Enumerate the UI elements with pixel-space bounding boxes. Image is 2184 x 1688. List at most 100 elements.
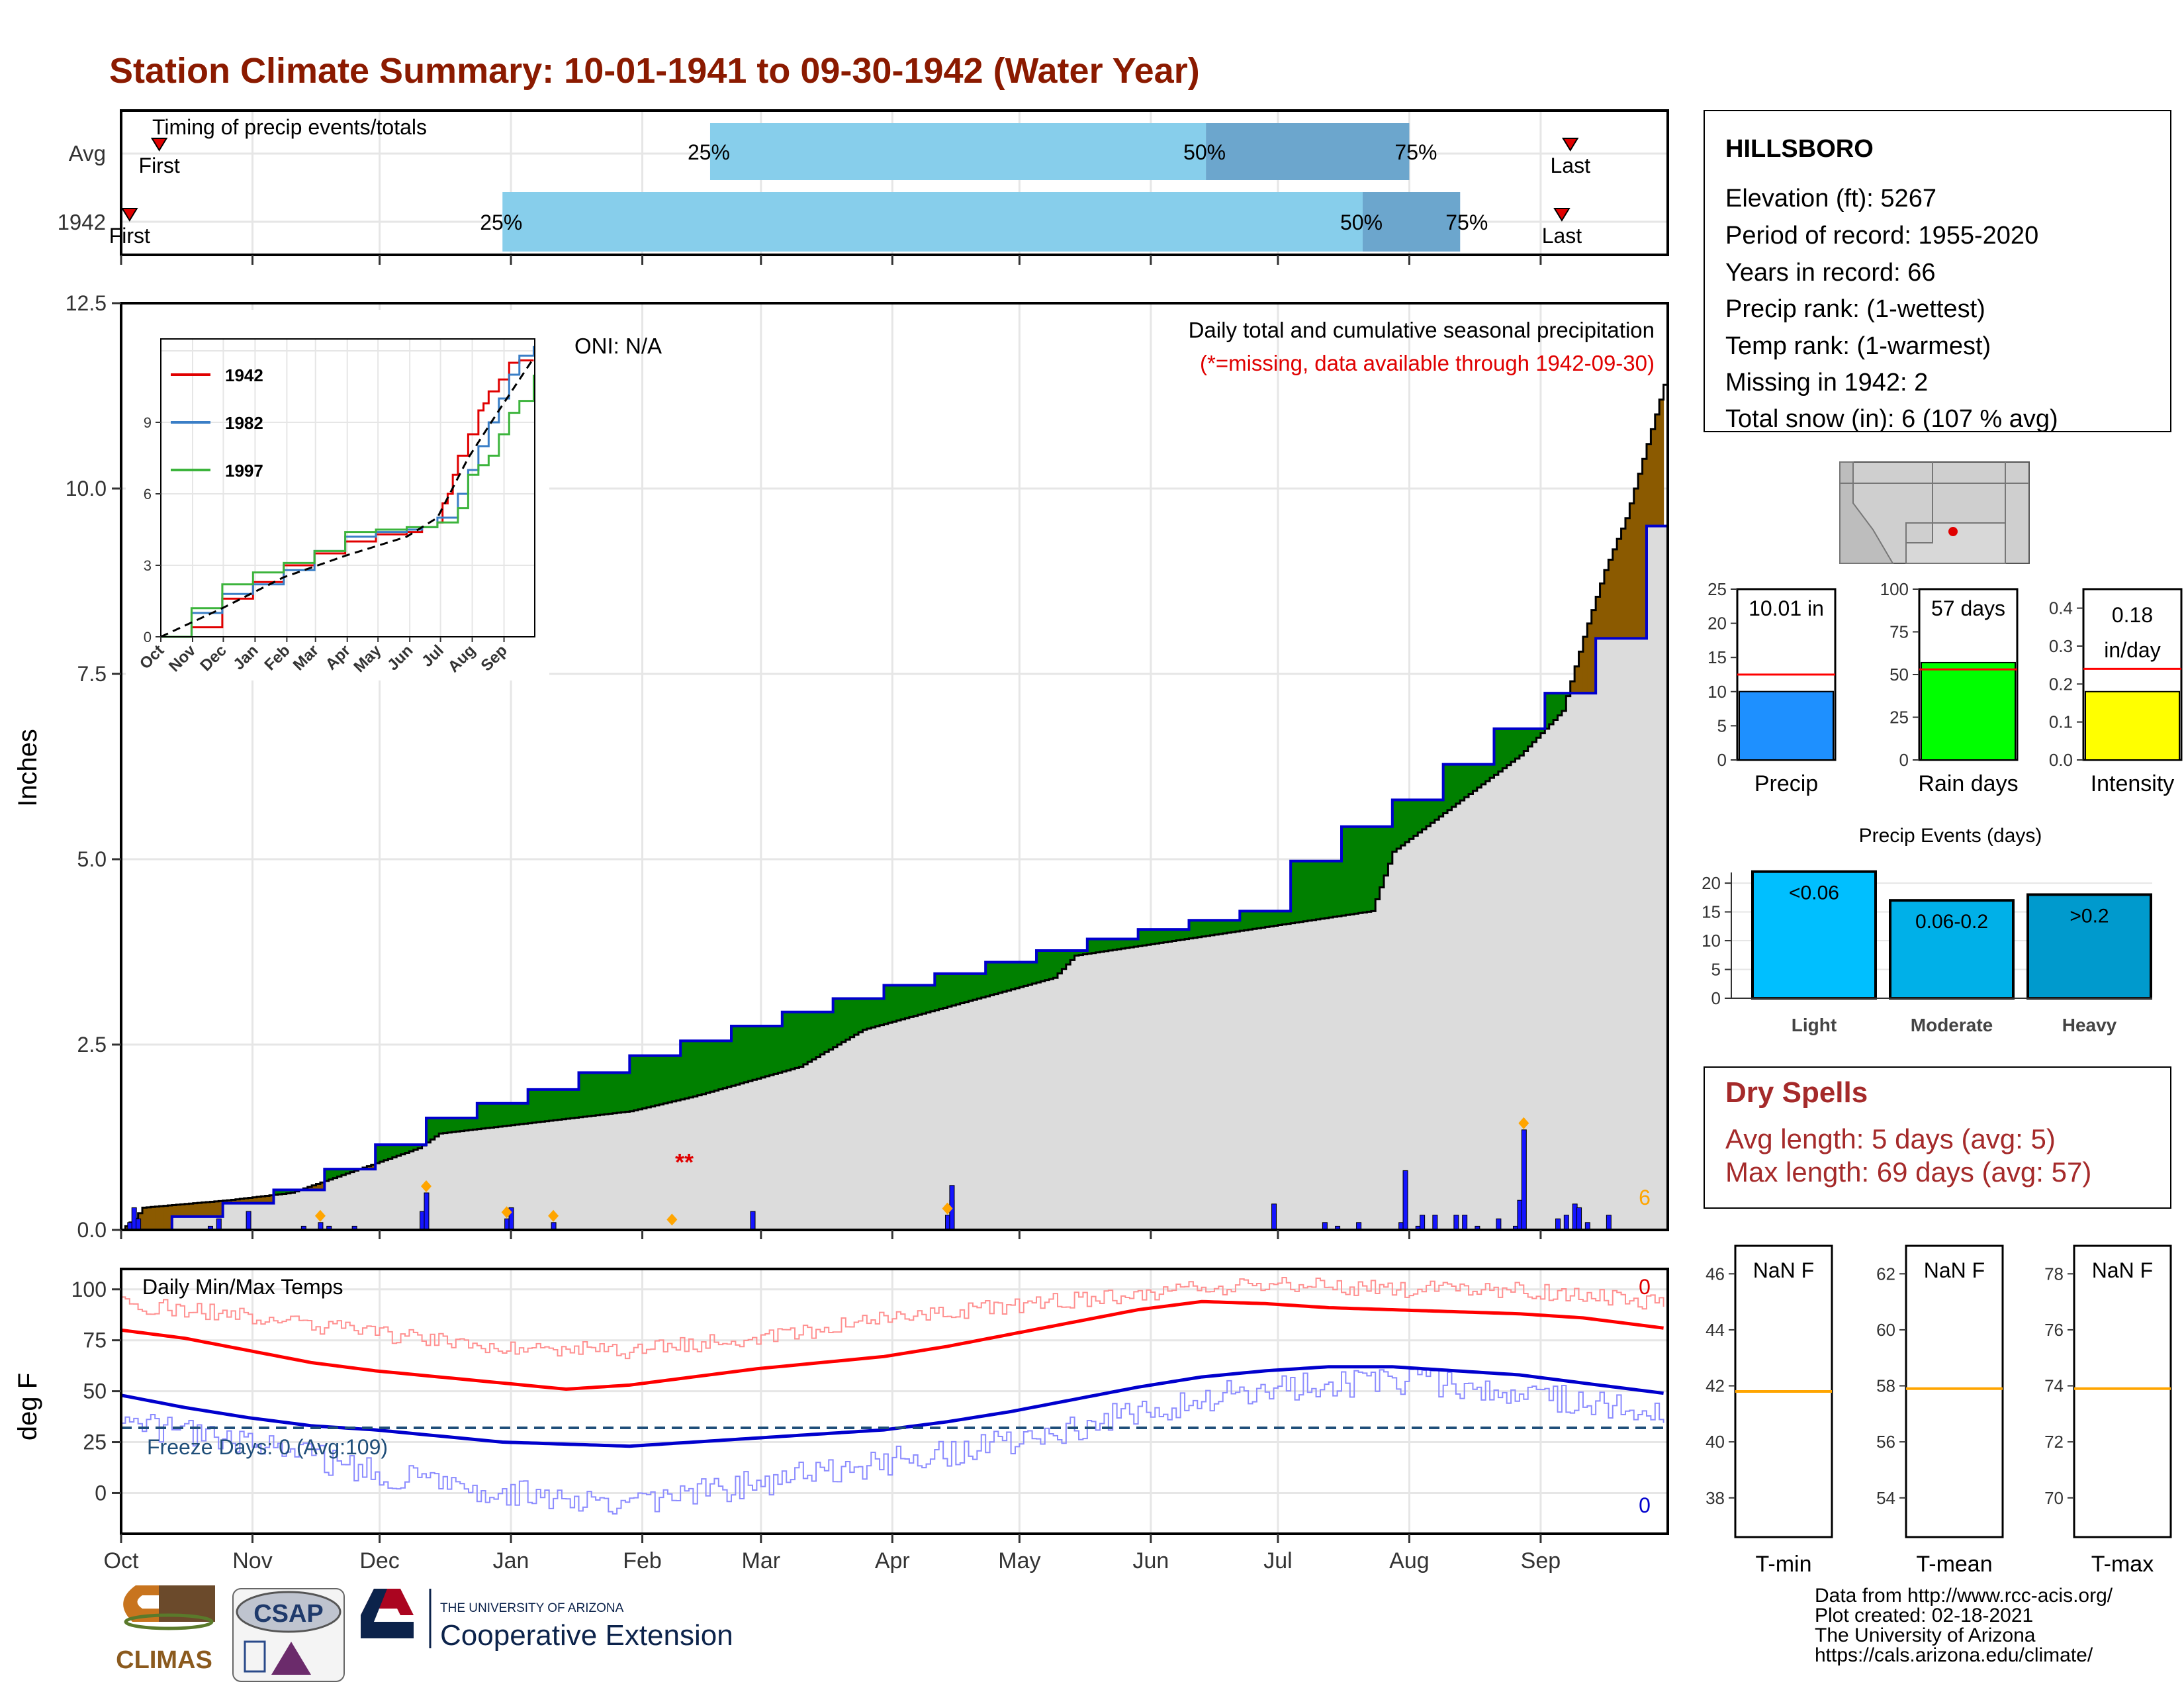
t-max-value: NaN F bbox=[2092, 1258, 2153, 1282]
difference-band bbox=[951, 973, 956, 1006]
footer: CLIMAS CSAP THE UNIVERSITY OF ARIZONA Co… bbox=[116, 1585, 2113, 1682]
difference-band bbox=[723, 1041, 728, 1088]
difference-band bbox=[1256, 911, 1261, 929]
difference-band bbox=[600, 1072, 605, 1115]
difference-band bbox=[430, 1117, 435, 1140]
precip-ytick-label-3: 15 bbox=[1707, 647, 1727, 667]
difference-band bbox=[744, 1026, 749, 1082]
difference-band bbox=[858, 998, 864, 1033]
difference-band bbox=[566, 1089, 571, 1119]
difference-band bbox=[506, 1103, 512, 1126]
difference-band bbox=[1536, 728, 1541, 738]
station-period: Period of record: 1955-2020 bbox=[1725, 222, 2038, 250]
difference-band bbox=[1167, 929, 1173, 942]
temp-yticks: 0 25 50 75 100 bbox=[71, 1278, 121, 1505]
difference-band bbox=[167, 1205, 173, 1230]
difference-band bbox=[494, 1103, 499, 1127]
difference-band bbox=[477, 1103, 482, 1129]
difference-band bbox=[892, 985, 897, 1022]
difference-band bbox=[333, 1169, 338, 1178]
difference-band bbox=[917, 985, 923, 1015]
difference-band bbox=[557, 1089, 563, 1120]
difference-band bbox=[277, 1190, 283, 1195]
difference-band bbox=[1070, 950, 1075, 961]
difference-band bbox=[731, 1026, 736, 1086]
difference-band bbox=[511, 1103, 516, 1125]
difference-band bbox=[871, 998, 876, 1028]
difference-band bbox=[1307, 861, 1312, 921]
daily-precip-bar bbox=[246, 1211, 251, 1231]
difference-band bbox=[884, 985, 889, 1024]
difference-band bbox=[1087, 939, 1092, 954]
difference-band bbox=[481, 1103, 486, 1129]
ua-big-text: Cooperative Extension bbox=[440, 1619, 733, 1652]
difference-band bbox=[896, 985, 901, 1021]
inset-ytick-label-1: 3 bbox=[144, 557, 152, 574]
difference-band bbox=[1273, 911, 1279, 926]
difference-band bbox=[1596, 596, 1601, 639]
climas-logo: CLIMAS bbox=[116, 1585, 215, 1674]
last-marker-icon-avg bbox=[1561, 138, 1579, 152]
difference-band bbox=[316, 1184, 321, 1190]
difference-band bbox=[782, 1011, 787, 1072]
rain-days-label: Rain days bbox=[1918, 771, 2018, 796]
t-max-box bbox=[2073, 1244, 2172, 1538]
snow-marker-icon bbox=[942, 1202, 953, 1215]
difference-band bbox=[409, 1145, 414, 1152]
difference-band bbox=[887, 985, 893, 1023]
ua-a-left bbox=[361, 1589, 387, 1622]
difference-band bbox=[227, 1200, 232, 1203]
difference-band bbox=[702, 1041, 707, 1094]
precip-ytick-label-2: 5.0 bbox=[77, 847, 107, 871]
difference-band bbox=[1617, 539, 1622, 639]
difference-band bbox=[269, 1195, 275, 1203]
difference-band bbox=[938, 973, 944, 1009]
difference-band bbox=[155, 1206, 160, 1230]
difference-band bbox=[404, 1145, 410, 1153]
difference-band bbox=[1396, 800, 1402, 849]
difference-band bbox=[214, 1201, 219, 1217]
difference-band bbox=[617, 1072, 622, 1113]
inset-line-1997 bbox=[161, 375, 535, 638]
t-min-label: T-min bbox=[1756, 1552, 1812, 1577]
avg-tmax-line bbox=[120, 1299, 1664, 1391]
difference-band bbox=[392, 1145, 397, 1158]
precip-note: (*=missing, data available through 1942-… bbox=[1200, 351, 1655, 375]
difference-band bbox=[621, 1072, 626, 1113]
difference-band bbox=[1320, 861, 1325, 919]
difference-band bbox=[1295, 861, 1300, 923]
difference-band bbox=[1621, 528, 1626, 639]
daily-precip-bar bbox=[1576, 1207, 1582, 1231]
timing-label-25-1942: 25% bbox=[480, 211, 522, 234]
precip-yticks: 0.0 2.5 5.0 7.5 10.0 12.5 bbox=[66, 291, 121, 1242]
difference-band bbox=[837, 998, 842, 1045]
difference-band bbox=[1490, 764, 1495, 778]
difference-band bbox=[922, 985, 927, 1014]
difference-band bbox=[498, 1103, 503, 1127]
difference-band bbox=[490, 1103, 495, 1128]
difference-band bbox=[1439, 800, 1444, 817]
difference-band bbox=[561, 1089, 567, 1119]
legend-label-1942: 1942 bbox=[225, 365, 263, 385]
difference-band bbox=[379, 1145, 385, 1162]
difference-band bbox=[646, 1055, 651, 1107]
difference-band bbox=[1574, 666, 1580, 694]
difference-band bbox=[875, 998, 880, 1027]
difference-band bbox=[985, 962, 991, 997]
intensity-bar bbox=[2085, 690, 2180, 761]
daily-precip-bar bbox=[1271, 1203, 1277, 1231]
difference-band bbox=[1451, 764, 1457, 807]
daily-precip-bar bbox=[1420, 1215, 1426, 1231]
mountain-icon bbox=[271, 1642, 311, 1675]
difference-band bbox=[1485, 764, 1490, 782]
last-label-avg: Last bbox=[1550, 154, 1590, 177]
events-ytick-label-2: 10 bbox=[1702, 931, 1721, 951]
snow-marker-icon bbox=[1518, 1117, 1529, 1129]
difference-band bbox=[1392, 800, 1397, 852]
station-years: Years in record: 66 bbox=[1725, 259, 1936, 287]
temperature-boxes: 38 40 42 44 46 NaN F T-min 54 56 58 60 62 NaN F T-mea… bbox=[1706, 1244, 2172, 1577]
difference-band bbox=[1333, 861, 1338, 917]
difference-band bbox=[833, 998, 838, 1047]
difference-band bbox=[1506, 728, 1512, 765]
t-mean-ytick-label-0: 54 bbox=[1876, 1488, 1895, 1508]
